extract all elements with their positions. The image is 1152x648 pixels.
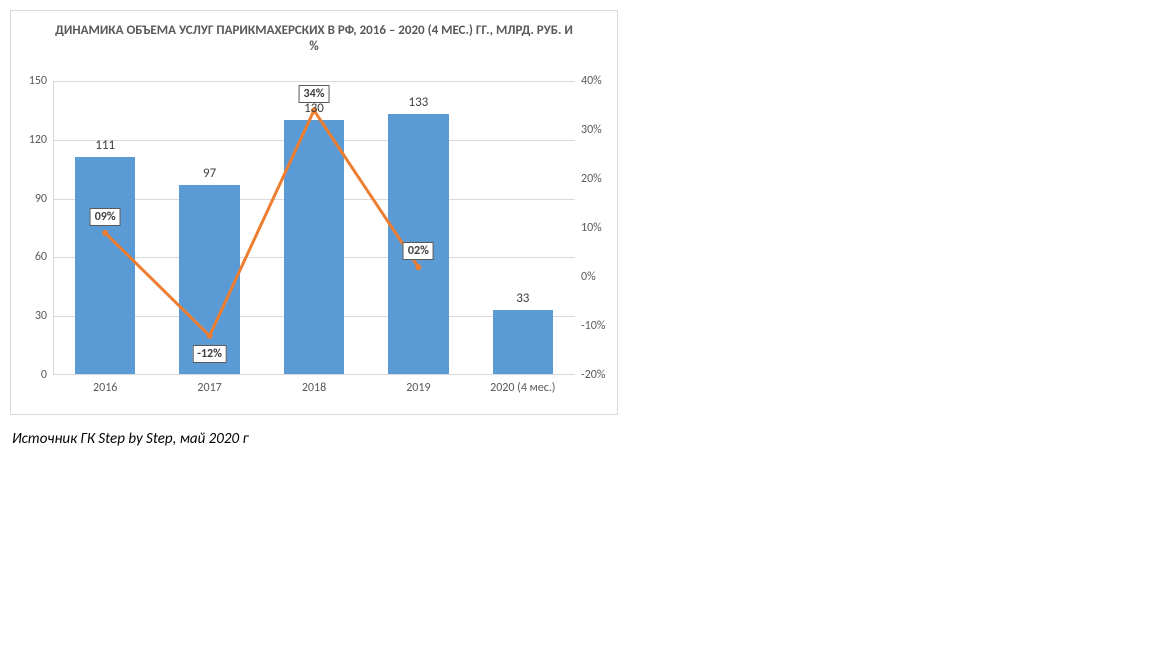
line-series	[53, 81, 575, 375]
y-left-tick: 120	[11, 133, 47, 147]
canvas: ДИНАМИКА ОБЪЕМА УСЛУГ ПАРИКМАХЕРСКИХ В Р…	[0, 0, 1152, 648]
pct-label: 34%	[299, 85, 330, 103]
plot-area: 111 97 130 133 33 09% -12% 34% 02%	[53, 81, 575, 375]
line-marker	[102, 230, 108, 236]
y-left-tick: 60	[11, 250, 47, 264]
y-right-tick: -10%	[581, 319, 605, 333]
growth-line	[105, 110, 418, 335]
x-category-label: 2017	[197, 381, 221, 395]
bar-value-label: 130	[304, 101, 324, 116]
chart-frame: ДИНАМИКА ОБЪЕМА УСЛУГ ПАРИКМАХЕРСКИХ В Р…	[10, 10, 618, 415]
y-left-tick: 0	[11, 368, 47, 382]
y-right-tick: 40%	[581, 74, 602, 88]
bar-value-label: 33	[516, 291, 529, 306]
line-marker	[415, 264, 421, 270]
y-right-tick: 30%	[581, 123, 602, 137]
chart-title: ДИНАМИКА ОБЪЕМА УСЛУГ ПАРИКМАХЕРСКИХ В Р…	[11, 23, 617, 54]
y-axis-right: -20%-10%0%10%20%30%40%	[581, 81, 625, 375]
bar-value-label: 133	[409, 95, 429, 110]
pct-label: 09%	[90, 208, 121, 226]
x-category-label: 2020 (4 мес.)	[490, 381, 555, 395]
y-left-tick: 150	[11, 74, 47, 88]
x-category-label: 2018	[302, 381, 326, 395]
x-axis: 2016 2017 2018 2019 2020 (4 мес.)	[53, 381, 575, 405]
y-right-tick: -20%	[581, 368, 605, 382]
line-marker	[207, 333, 213, 339]
x-axis-line	[53, 374, 575, 375]
bar-value-label: 111	[95, 138, 115, 153]
pct-label: -12%	[192, 345, 227, 363]
pct-label: 02%	[403, 242, 434, 260]
y-left-tick: 30	[11, 309, 47, 323]
y-axis-line	[53, 81, 54, 375]
x-category-label: 2016	[93, 381, 117, 395]
y-right-tick: 20%	[581, 172, 602, 186]
bar-value-label: 97	[203, 166, 216, 181]
y-right-tick: 10%	[581, 221, 602, 235]
y-axis-left: 0306090120150	[11, 81, 47, 375]
x-category-label: 2019	[406, 381, 430, 395]
y-right-tick: 0%	[581, 270, 596, 284]
y-left-tick: 90	[11, 192, 47, 206]
source-caption: Источник ГК Step by Step, май 2020 г	[12, 430, 249, 448]
